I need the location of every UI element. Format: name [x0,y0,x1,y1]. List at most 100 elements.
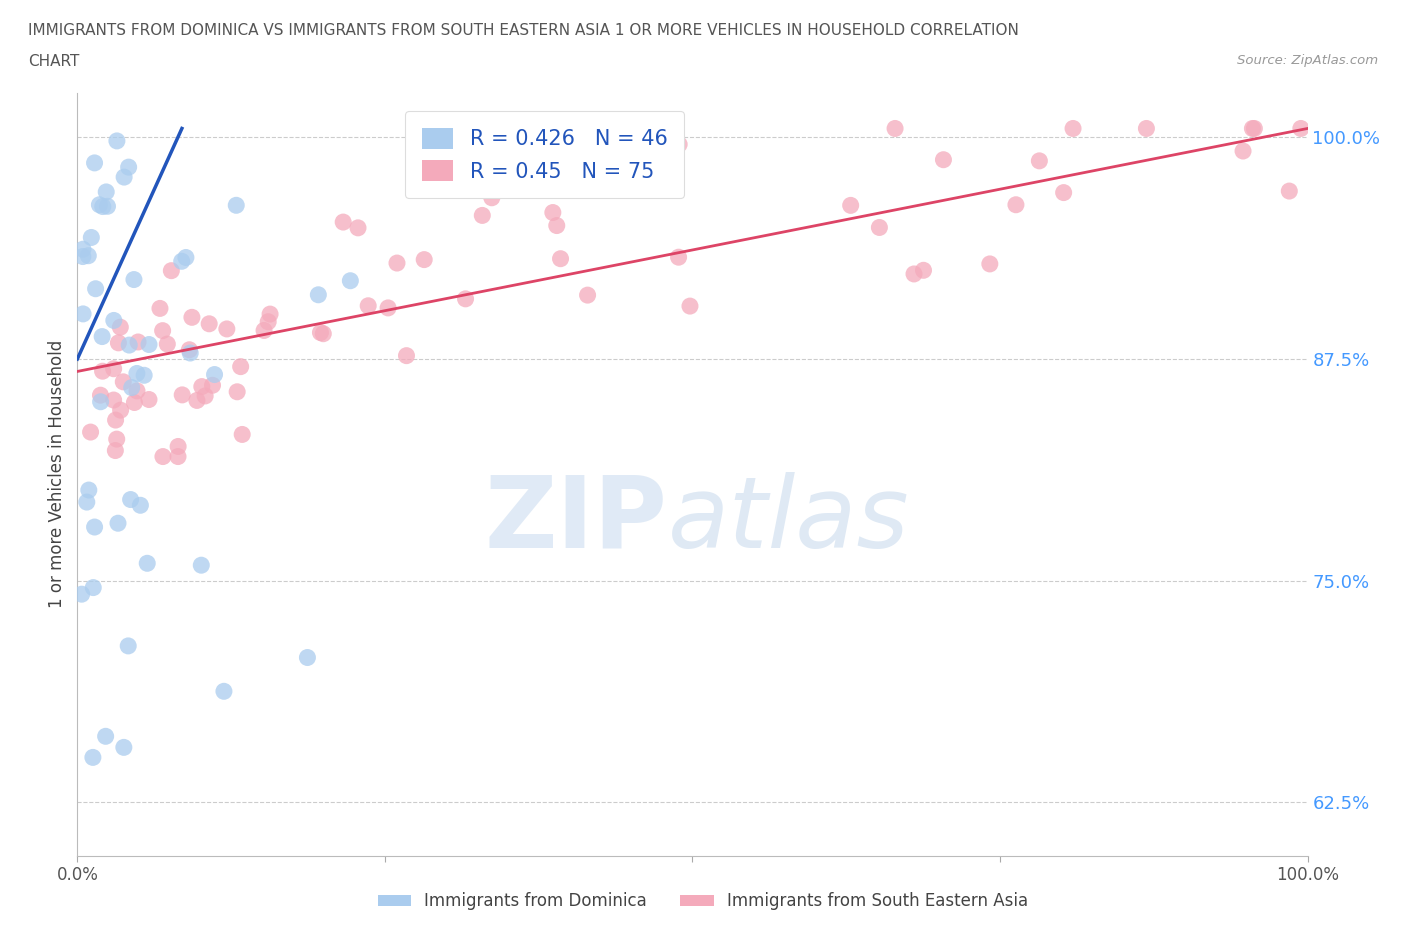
Point [172,388,194,403]
Point [215,322,238,337]
Point [167,439,190,454]
Point [103,361,125,376]
Point [550,251,572,266]
Point [125,366,148,381]
Point [1241,121,1264,136]
Point [122,272,145,287]
Point [96,199,118,214]
Point [103,392,125,407]
Point [576,287,599,302]
Point [194,389,217,404]
Point [884,121,907,136]
Point [357,299,380,313]
Point [82,750,104,764]
Point [72,242,94,257]
Point [138,337,160,352]
Point [546,219,568,233]
Point [174,250,197,265]
Point [104,413,127,428]
Text: IMMIGRANTS FROM DOMINICA VS IMMIGRANTS FROM SOUTH EASTERN ASIA 1 OR MORE VEHICLE: IMMIGRANTS FROM DOMINICA VS IMMIGRANTS F… [28,23,1019,38]
Point [179,346,201,361]
Point [385,256,408,271]
Point [127,335,149,350]
Point [112,169,135,184]
Point [312,326,335,341]
Y-axis label: 1 or more Vehicles in Household: 1 or more Vehicles in Household [48,340,66,608]
Point [347,220,370,235]
Point [226,384,249,399]
Point [979,257,1001,272]
Point [229,359,252,374]
Point [297,650,319,665]
Point [1278,183,1301,198]
Point [1243,121,1265,136]
Point [668,137,690,152]
Point [105,432,128,446]
Point [481,191,503,206]
Point [839,198,862,213]
Point [129,498,152,512]
Point [170,254,193,269]
Point [125,383,148,398]
Point [541,206,564,220]
Legend: R = 0.426   N = 46, R = 0.45   N = 75: R = 0.426 N = 46, R = 0.45 N = 75 [405,111,685,198]
Point [191,379,214,394]
Point [76,495,98,510]
Point [198,316,221,331]
Point [679,299,702,313]
Point [201,378,224,392]
Point [149,301,172,316]
Point [105,134,128,149]
Point [179,342,201,357]
Point [225,198,247,213]
Legend: Immigrants from Dominica, Immigrants from South Eastern Asia: Immigrants from Dominica, Immigrants fro… [371,885,1035,917]
Point [112,740,135,755]
Point [121,380,143,395]
Point [253,323,276,338]
Point [454,291,477,306]
Point [83,520,105,535]
Point [339,273,361,288]
Point [84,281,107,296]
Point [668,250,690,265]
Point [156,337,179,352]
Point [103,313,125,328]
Point [107,336,129,351]
Text: Source: ZipAtlas.com: Source: ZipAtlas.com [1237,54,1378,67]
Point [1005,197,1028,212]
Point [91,329,114,344]
Point [471,208,494,223]
Point [181,310,204,325]
Point [72,249,94,264]
Point [307,287,329,302]
Point [77,483,100,498]
Point [231,427,253,442]
Point [112,375,135,390]
Point [413,252,436,267]
Point [89,388,111,403]
Point [77,248,100,263]
Point [395,348,418,363]
Point [1232,143,1254,158]
Point [932,153,955,167]
Point [94,729,117,744]
Point [136,556,159,571]
Point [117,160,139,175]
Point [1135,121,1157,136]
Point [212,684,235,698]
Point [257,314,280,329]
Point [309,326,332,340]
Point [1028,153,1050,168]
Point [91,199,114,214]
Point [90,394,112,409]
Point [118,338,141,352]
Text: atlas: atlas [668,472,910,568]
Point [70,587,93,602]
Point [1062,121,1084,136]
Point [626,174,648,189]
Text: CHART: CHART [28,54,80,69]
Point [110,320,132,335]
Text: ZIP: ZIP [485,472,668,568]
Point [107,516,129,531]
Point [377,300,399,315]
